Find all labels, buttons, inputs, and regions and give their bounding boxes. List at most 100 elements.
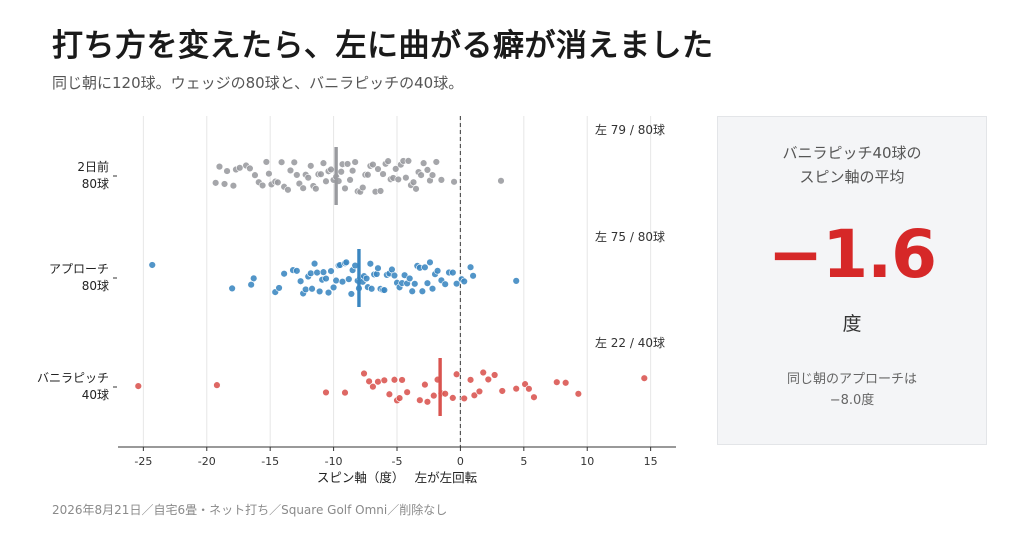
data-point xyxy=(394,175,402,184)
page-title: 打ち方を変えたら、左に曲がる癖が消えました xyxy=(52,28,714,64)
data-point xyxy=(432,158,441,166)
data-point xyxy=(479,368,487,377)
data-point xyxy=(286,166,295,175)
data-point xyxy=(460,394,468,403)
data-point xyxy=(403,388,411,396)
data-point xyxy=(312,184,320,193)
data-point xyxy=(466,263,475,271)
data-point xyxy=(322,274,330,283)
data-point xyxy=(280,270,288,278)
data-point xyxy=(351,158,359,166)
data-point xyxy=(341,184,349,193)
x-tick-label: -5 xyxy=(392,455,403,468)
panel-comparison-note: 同じ朝のアプローチは −8.0度 xyxy=(718,369,986,411)
group-count-label: 左 79 / 80球 xyxy=(595,122,665,137)
data-point xyxy=(469,272,477,280)
data-point xyxy=(367,285,376,293)
data-point xyxy=(360,369,368,378)
x-tick-label: -25 xyxy=(134,455,152,468)
data-point xyxy=(390,271,399,280)
data-point xyxy=(417,171,425,179)
data-point xyxy=(308,285,316,293)
x-axis-label: スピン軸（度） 左が左回転 xyxy=(317,470,478,485)
data-point xyxy=(246,164,254,173)
data-point xyxy=(299,184,307,192)
data-point xyxy=(428,285,437,293)
data-point xyxy=(411,280,419,288)
panel-unit: 度 xyxy=(842,313,862,335)
data-point xyxy=(452,370,461,378)
data-point xyxy=(384,157,392,165)
data-point xyxy=(342,258,350,267)
data-point xyxy=(347,290,356,298)
data-point xyxy=(220,180,229,188)
data-point xyxy=(419,159,428,167)
data-point xyxy=(293,267,301,275)
data-point xyxy=(460,277,468,286)
data-point xyxy=(390,376,399,384)
data-point xyxy=(359,183,367,192)
data-point xyxy=(423,279,432,287)
x-tick-label: -10 xyxy=(325,455,343,468)
data-point xyxy=(449,394,457,402)
data-point xyxy=(423,398,432,406)
data-point xyxy=(223,167,231,175)
data-point xyxy=(296,277,305,285)
x-axis: -25 -20 -15 -10 -5 0 5 10 15 スピン軸（度） 左が左回転 xyxy=(118,446,676,485)
data-point xyxy=(277,158,286,166)
data-point xyxy=(437,176,446,184)
data-point xyxy=(322,177,330,185)
data-point xyxy=(380,286,389,294)
data-point xyxy=(304,173,312,182)
data-point xyxy=(423,166,432,174)
data-point xyxy=(574,390,583,398)
data-point xyxy=(412,185,420,193)
panel-heading: バニラピッチ40球の スピン軸の平均 xyxy=(718,141,986,189)
data-point xyxy=(319,159,328,167)
data-point xyxy=(322,388,330,397)
data-point xyxy=(265,169,273,178)
panel-note-line1: 同じ朝のアプローチは xyxy=(786,372,917,387)
data-point xyxy=(343,160,352,168)
data-point xyxy=(484,375,493,384)
data-point xyxy=(228,284,236,293)
data-point xyxy=(398,376,406,384)
data-point xyxy=(319,268,328,276)
data-point xyxy=(229,182,238,190)
data-point xyxy=(364,171,372,179)
data-point xyxy=(433,267,442,275)
data-point xyxy=(449,268,457,277)
data-point xyxy=(497,177,505,185)
data-point xyxy=(310,259,319,268)
data-point xyxy=(293,171,301,179)
data-point xyxy=(211,179,220,187)
data-point xyxy=(430,391,438,400)
data-point xyxy=(640,374,648,382)
data-point xyxy=(275,284,283,292)
data-point xyxy=(379,170,387,178)
data-point xyxy=(307,162,315,170)
data-point xyxy=(317,170,325,178)
panel-heading-line1: バニラピッチ40球の xyxy=(782,144,922,162)
data-point xyxy=(428,171,437,179)
data-point xyxy=(307,269,315,278)
data-point xyxy=(512,277,520,285)
group-label-line2: 80球 xyxy=(82,177,109,191)
data-point xyxy=(346,176,354,184)
data-point xyxy=(213,381,221,389)
data-point xyxy=(392,165,400,173)
data-point xyxy=(561,379,570,387)
data-point xyxy=(426,258,434,267)
data-point xyxy=(400,271,409,279)
group-label-line2: 80球 xyxy=(82,279,109,293)
page-subtitle: 同じ朝に120球。ウェッジの80球と、バニラピッチの40球。 xyxy=(52,74,464,92)
data-point xyxy=(327,165,335,174)
data-point xyxy=(418,287,427,295)
data-point xyxy=(421,380,429,389)
panel-big-value: −1.6 xyxy=(767,216,937,293)
data-point xyxy=(416,396,424,404)
data-point xyxy=(148,261,156,269)
data-point xyxy=(247,281,255,289)
